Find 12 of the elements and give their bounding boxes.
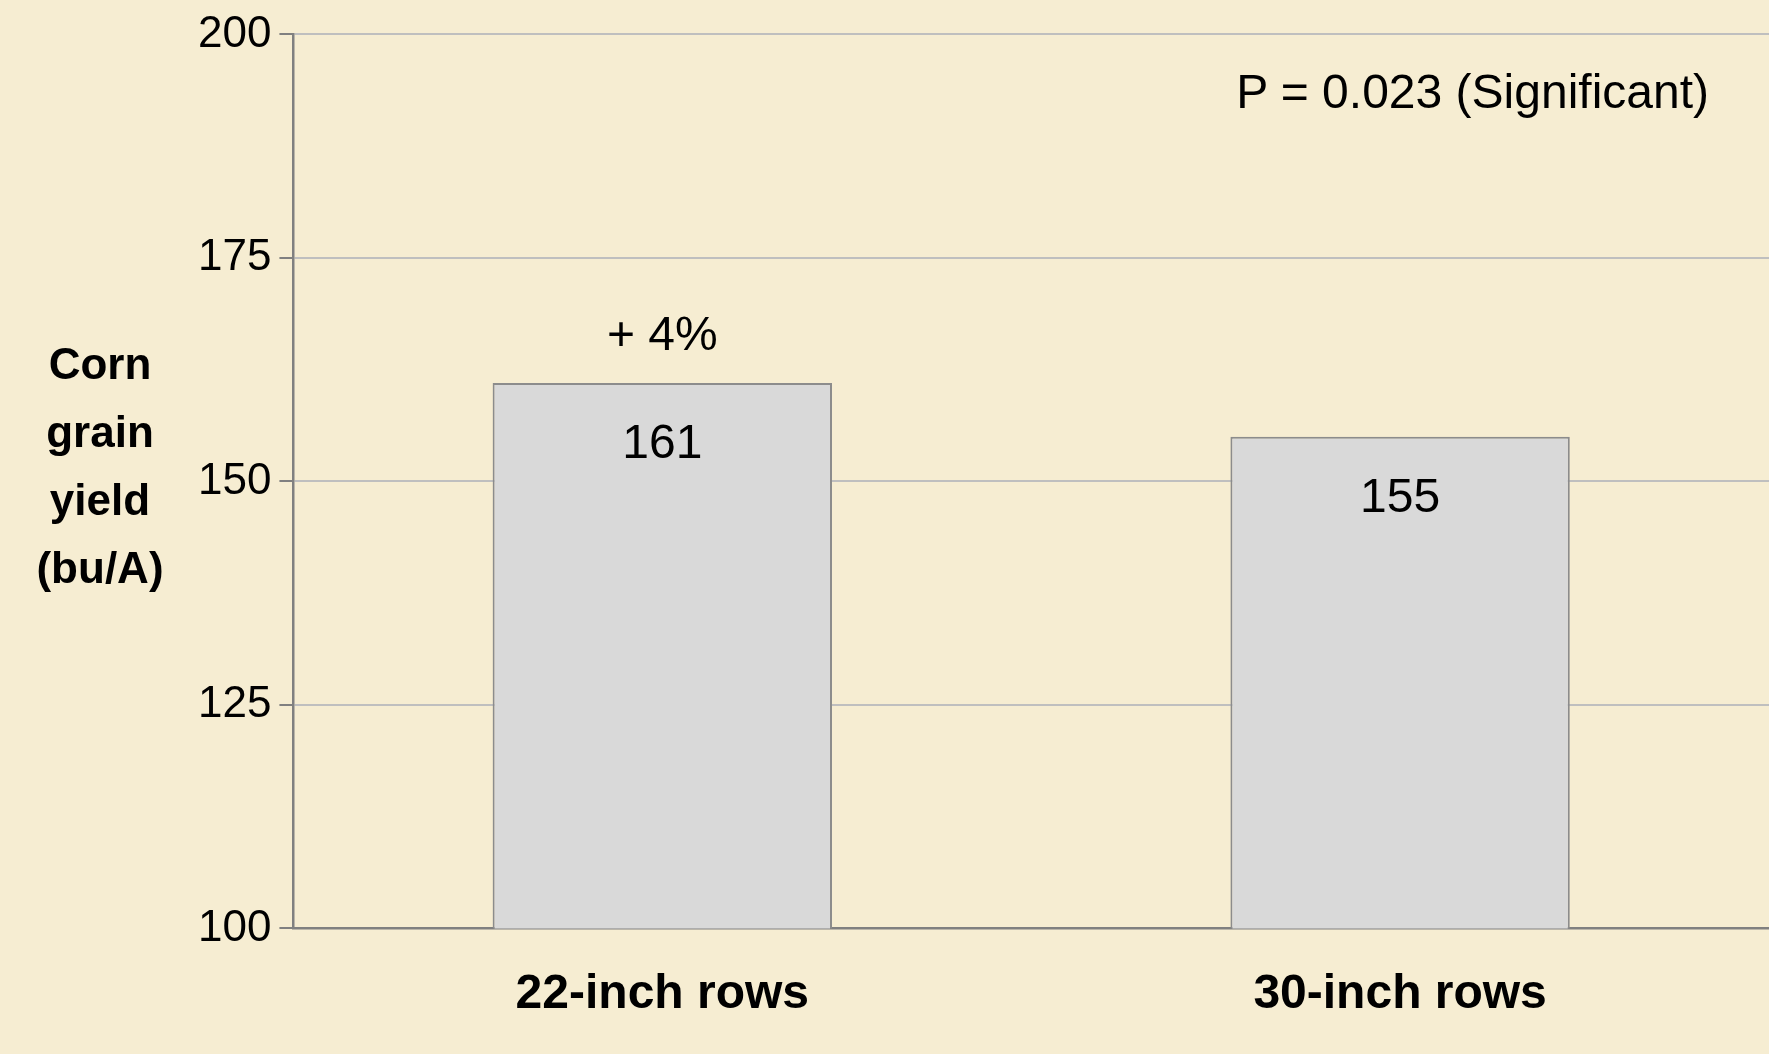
x-tick-label: 22-inch rows [515,965,810,1019]
y-tick-label: 150 [197,453,272,503]
y-axis-title: Corn grain yield (bu/A) [36,339,164,592]
annotation: P = 0.023 (Significant) [1236,64,1709,118]
x-tick-label: 30-inch rows [1253,965,1547,1019]
y-tick-label: 100 [197,900,272,950]
y-tick-label: 125 [197,677,272,727]
y-tick-label: 175 [197,230,272,280]
y-tick-label: 200 [197,6,272,56]
data-label: 155 [1360,468,1441,522]
annotation: + 4% [606,307,718,361]
data-label: 161 [622,415,703,469]
